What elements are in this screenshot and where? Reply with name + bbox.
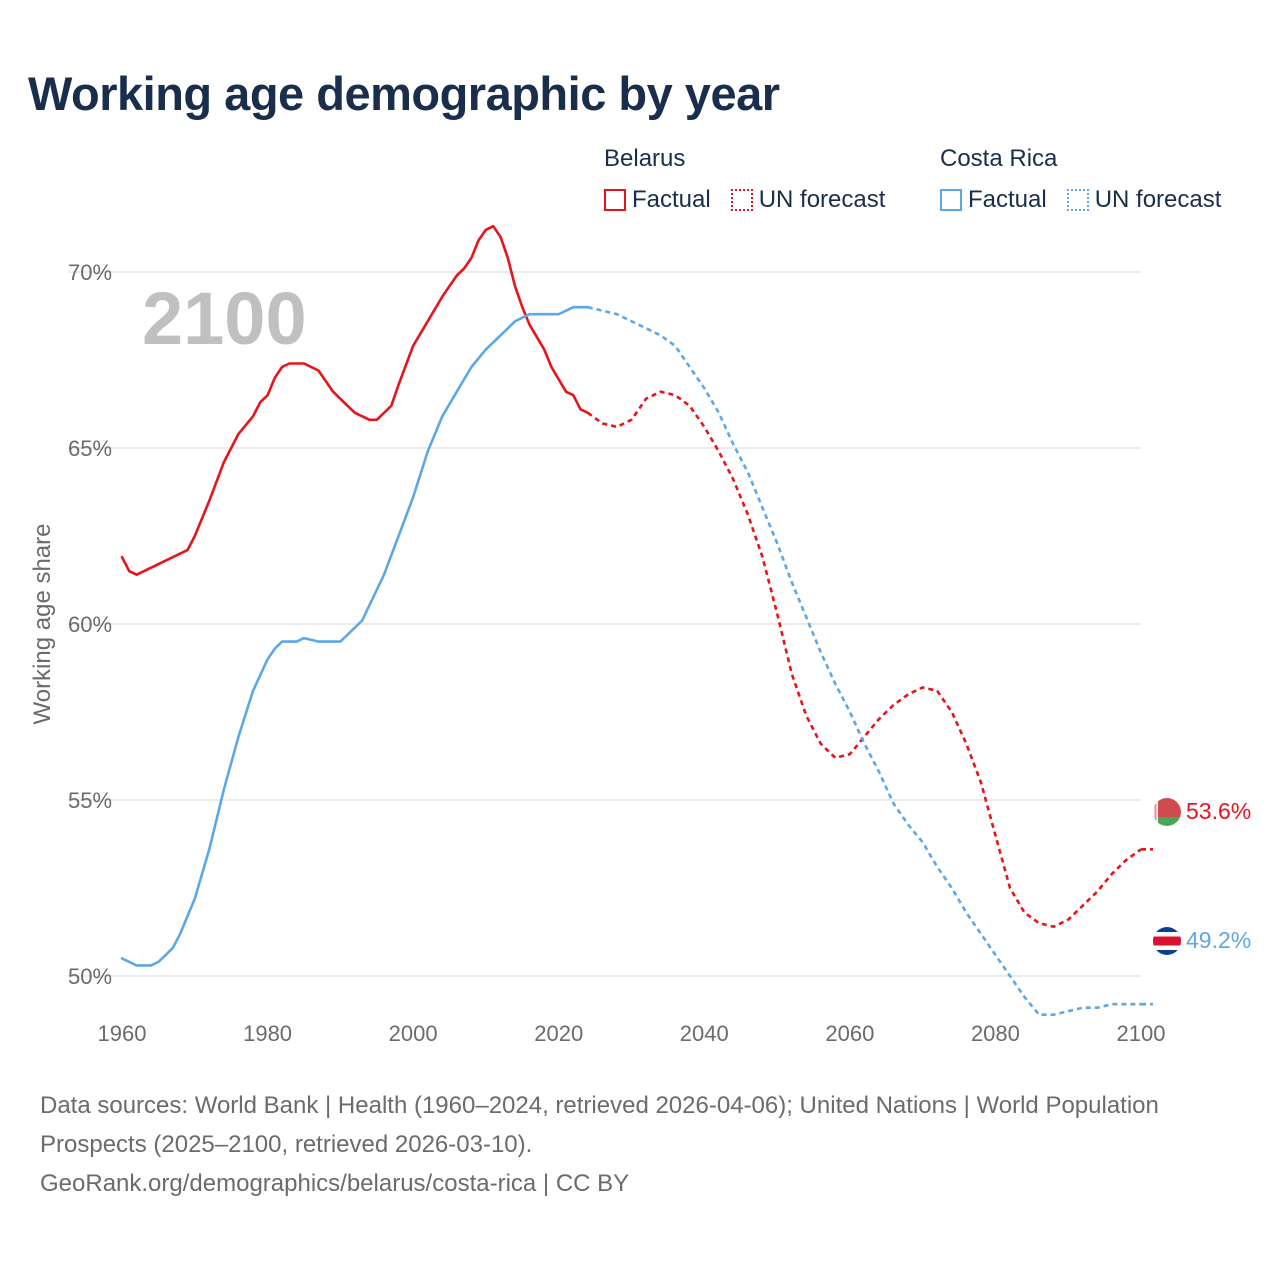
flag-costa-rica-icon (1153, 927, 1181, 955)
year-watermark: 2100 (142, 277, 307, 360)
legend-costa-rica-forecast-label: UN forecast (1094, 186, 1222, 213)
x-tick-label-2040: 2040 (680, 1021, 729, 1046)
series-line-costa-rica-forecast[interactable] (587, 305, 1141, 1017)
legend-costa-rica-forecast-swatch (1066, 189, 1089, 211)
grid-lines (68, 271, 1141, 977)
end-label-belarus: 53.6% (1186, 798, 1251, 824)
legend-costa-rica-factual-label: Factual (968, 186, 1047, 213)
legend-costa-rica: Costa Rica Factual UN forecast (940, 144, 1241, 214)
y-axis-label: Working age share (29, 524, 56, 725)
legend-costa-rica-factual-swatch (940, 189, 962, 211)
legend-belarus-factual-label: Factual (632, 186, 711, 213)
end-label-costa-rica: 49.2% (1186, 927, 1251, 953)
series-line-belarus-forecast[interactable] (587, 390, 1142, 929)
x-tick-label-2060: 2060 (825, 1021, 874, 1046)
x-tick-label-1960: 1960 (98, 1021, 147, 1046)
x-tick-label-2020: 2020 (534, 1021, 583, 1046)
x-axis-ticks: 1960 1980 2000 2020 2040 2060 2080 2100 (98, 1021, 1166, 1046)
series-line-costa-rica-factual[interactable] (120, 305, 590, 967)
x-tick-label-2000: 2000 (389, 1021, 438, 1046)
y-tick-label-65: 65% (68, 436, 112, 461)
y-tick-label-55: 55% (68, 788, 112, 813)
x-tick-label-2080: 2080 (971, 1021, 1020, 1046)
legend-belarus-factual[interactable]: Factual (604, 186, 711, 214)
chart-title: Working age demographic by year (28, 67, 780, 120)
y-axis-ticks: 50% 55% 60% 65% 70% (68, 260, 112, 989)
x-tick-label-2100: 2100 (1117, 1021, 1166, 1046)
footer: Data sources: World Bank | Health (1960–… (40, 1086, 1240, 1203)
footer-sources: Data sources: World Bank | Health (1960–… (40, 1092, 1159, 1158)
legend-costa-rica-forecast[interactable]: UN forecast (1066, 186, 1222, 214)
legend-belarus-factual-swatch (604, 189, 626, 211)
legend-belarus-name: Belarus (604, 145, 686, 172)
y-tick-label-70: 70% (68, 260, 112, 285)
legend-belarus: Belarus Factual UN forecast (604, 144, 905, 214)
series-line-belarus-factual[interactable] (120, 224, 590, 577)
x-tick-label-1980: 1980 (243, 1021, 292, 1046)
y-tick-label-50: 50% (68, 964, 112, 989)
legend-costa-rica-factual[interactable]: Factual (940, 186, 1047, 214)
legend-belarus-forecast-label: UN forecast (758, 186, 886, 213)
legend-belarus-forecast-swatch (730, 189, 753, 211)
legend-belarus-forecast[interactable]: UN forecast (730, 186, 886, 214)
y-tick-label-60: 60% (68, 612, 112, 637)
flag-belarus-icon (1153, 798, 1181, 826)
series-lines (120, 224, 1153, 1017)
footer-url[interactable]: GeoRank.org/demographics/belarus/costa-r… (40, 1170, 630, 1197)
legend-costa-rica-name: Costa Rica (940, 145, 1058, 172)
